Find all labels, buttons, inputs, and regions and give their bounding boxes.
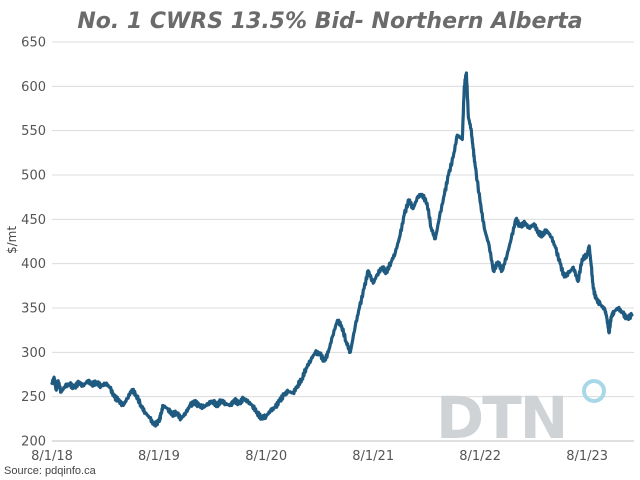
x-tick-labels: 8/1/18 8/1/19 8/1/20 8/1/21 8/1/22 8/1/23 [31, 449, 608, 464]
chart-title: No. 1 CWRS 13.5% Bid- Northern Alberta [77, 9, 582, 34]
y-tick-label: 600 [21, 80, 46, 95]
y-tick-label: 300 [21, 346, 46, 361]
x-tick-label: 8/1/21 [352, 449, 394, 464]
y-tick-label: 500 [21, 169, 46, 184]
series-line [50, 71, 634, 428]
logo-dot-icon [582, 379, 606, 403]
x-tick-label: 8/1/18 [31, 449, 73, 464]
logo-text: DTN [436, 384, 566, 452]
x-tick-label: 8/1/23 [566, 449, 608, 464]
y-tick-label: 350 [21, 302, 46, 317]
x-tick-label: 8/1/20 [245, 449, 287, 464]
y-tick-label: 550 [21, 124, 46, 139]
y-axis-label: $/mt [5, 226, 19, 254]
series-line-group [50, 71, 634, 428]
y-tick-label: 450 [21, 213, 46, 228]
y-tick-label: 200 [21, 435, 46, 450]
y-tick-label: 400 [21, 257, 46, 272]
gridlines [52, 41, 634, 398]
y-tick-labels: 200 250 300 350 400 450 500 550 600 650 [21, 36, 46, 450]
x-tick-label: 8/1/19 [138, 449, 180, 464]
y-tick-label: 250 [21, 390, 46, 405]
source-note: Source: pdqinfo.ca [4, 465, 97, 477]
x-tick-label: 8/1/22 [459, 449, 501, 464]
y-tick-label: 650 [21, 36, 46, 51]
